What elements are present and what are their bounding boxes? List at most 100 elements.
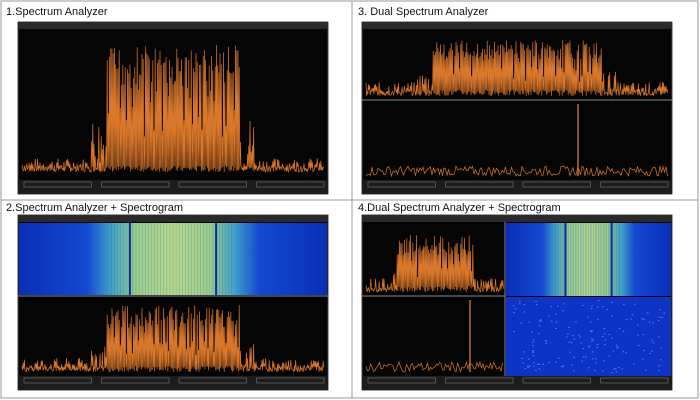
spectrogram-dot [555,321,558,323]
spectrogram-dot [562,310,565,312]
spectrogram-dot [595,358,597,360]
spectrogram-dot [550,306,553,308]
caption: 4.Dual Spectrum Analyzer + Spectrogram [358,202,561,214]
noise-trace [365,164,668,178]
spectrogram-dot [519,303,521,305]
spectrogram-dot [618,327,621,329]
spectrogram-dot [531,331,533,333]
spectrogram-dot [663,312,666,314]
spectrogram-dot [611,315,613,317]
spectrogram-dot [524,368,527,370]
spectrogram-dot [535,303,538,305]
spectrogram-dot [603,343,606,345]
spectrogram-dot [535,369,537,371]
spectrogram-dot [632,363,635,365]
noise-trace [365,360,503,373]
spectrogram-dot [638,345,640,347]
spectrogram-dot [580,342,582,344]
spectrogram-dot [596,343,599,345]
spectrogram-dot [594,362,597,364]
status-box [445,181,514,188]
spectrogram-dot [649,353,652,355]
spectrogram-dot [588,345,590,347]
spectrogram-dot [622,351,625,353]
spectrogram-dot [634,303,636,305]
spectrogram-dot [590,321,592,323]
spectrogram-dot [539,319,542,321]
spectrogram-dot [531,350,534,352]
spectrum-trace [365,40,669,97]
spectrogram-dot [637,334,640,336]
spectrogram-dot [617,346,619,348]
spectrogram-dot [514,308,517,310]
spectrogram-dot [532,351,535,353]
scope-footer [18,180,328,194]
spectrogram-dot [532,345,534,347]
scope-header [18,215,328,222]
spectrogram-dot [582,348,584,350]
spectrogram-dot [533,365,535,367]
spectrogram-dot [630,318,632,320]
spectrogram-dot [555,313,557,315]
spectrogram-dot [642,334,645,336]
spectrogram-dot [657,320,660,322]
spectrogram-dot [540,320,542,322]
spectrogram-dot [603,360,605,362]
spectrogram-dot [578,334,580,336]
status-box [256,377,325,384]
spectrogram-dot [562,365,565,367]
spectrogram-dot [641,318,644,320]
spectrogram-dot [561,366,563,368]
status-box [178,181,247,188]
spectrogram-dot [533,339,535,341]
spectrogram-dot [512,305,515,307]
spectrogram-dot [588,346,590,348]
spectrogram-dot [608,333,611,335]
spectrogram-dot [591,340,593,342]
spectrogram-dot [648,321,651,323]
spectrogram-dot [520,322,522,324]
spectrogram-dot [603,333,606,335]
spectrogram-dot [613,368,615,370]
spectrogram-dot [585,356,587,358]
spectrogram-dot [513,312,515,314]
spectrogram-dot [658,370,660,372]
spectrogram-dot [604,339,607,341]
spectrogram-dot [612,350,615,352]
spectrogram-dot [660,347,662,349]
spectrogram-dot [615,344,618,346]
spectrogram-dot [615,371,618,373]
spectrogram-dot [571,342,573,344]
scope-footer [362,180,672,194]
spectrogram-dot [614,367,617,369]
spectrogram-dot [596,346,598,348]
spectrogram-dot [539,320,541,322]
spectrogram-dot [591,351,594,353]
spectrogram-dot [587,316,589,318]
spectrogram-dot [611,301,613,303]
spectrogram-dot [602,336,604,338]
status-box [522,181,591,188]
spectrogram-dot [535,300,537,302]
spectrogram-dot [582,356,585,358]
spectrogram-dot [659,309,662,311]
spectrogram-dot [591,337,593,339]
scope-header [362,215,672,222]
spectrogram-dot [582,304,584,306]
status-box [522,377,591,384]
spectrogram-dot [523,303,526,305]
spectrogram-dot [573,338,576,340]
status-box [367,181,436,188]
status-box [23,377,92,384]
spectrogram-dot [538,363,540,365]
spectrogram-dot [621,368,624,370]
spectrogram-dot [522,351,525,353]
status-box [178,377,247,384]
spectrogram-dot [527,366,529,368]
scope-header [18,22,328,29]
spectrogram-dot [571,364,574,366]
status-box [600,377,669,384]
spectrogram-dot [522,362,524,364]
spectrogram-dot [536,363,539,365]
